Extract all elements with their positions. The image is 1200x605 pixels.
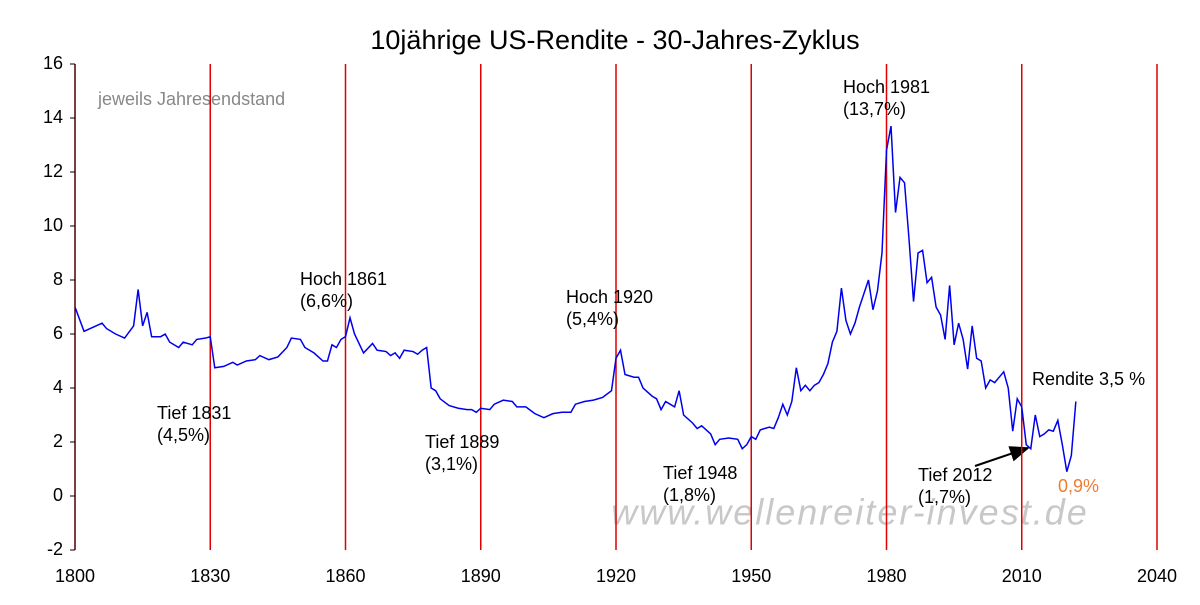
annotation: (4,5%) [157,425,210,445]
y-tick-label: 4 [53,377,63,397]
arrow [974,446,1030,467]
x-tick-label: 1920 [596,566,636,586]
x-tick-label: 2040 [1137,566,1177,586]
annotation: Tief 1831 [157,403,231,423]
x-tick-label: 1980 [866,566,906,586]
y-tick-label: 0 [53,485,63,505]
annotation: (13,7%) [843,99,906,119]
x-tick-label: 1830 [190,566,230,586]
annotation: (3,1%) [425,454,478,474]
x-tick-label: 1800 [55,566,95,586]
y-tick-label: -2 [47,539,63,559]
x-tick-label: 2010 [1002,566,1042,586]
annotation: (6,6%) [300,291,353,311]
annotation: Tief 1889 [425,432,499,452]
x-tick-label: 1860 [325,566,365,586]
annotation: (1,8%) [663,485,716,505]
annotation: (1,7%) [918,487,971,507]
y-tick-label: 8 [53,269,63,289]
data-line [74,125,1077,472]
chart-title: 10jährige US-Rendite - 30-Jahres-Zyklus [370,25,859,55]
annotation: Hoch 1920 [566,287,653,307]
y-tick-label: 6 [53,323,63,343]
annotation: 0,9% [1058,476,1099,496]
y-tick-label: 2 [53,431,63,451]
x-tick-label: 1890 [461,566,501,586]
annotation: Hoch 1981 [843,77,930,97]
annotation: Rendite 3,5 % [1032,369,1145,389]
annotation: Tief 2012 [918,465,992,485]
y-tick-label: 14 [43,107,63,127]
y-tick-label: 12 [43,161,63,181]
y-tick-label: 16 [43,53,63,73]
annotation: Hoch 1861 [300,269,387,289]
y-tick-label: 10 [43,215,63,235]
watermark: www.wellenreiter-invest.de [611,492,1089,533]
annotation: Tief 1948 [663,463,737,483]
annotation: (5,4%) [566,309,619,329]
subtitle: jeweils Jahresendstand [97,89,285,109]
x-tick-label: 1950 [731,566,771,586]
